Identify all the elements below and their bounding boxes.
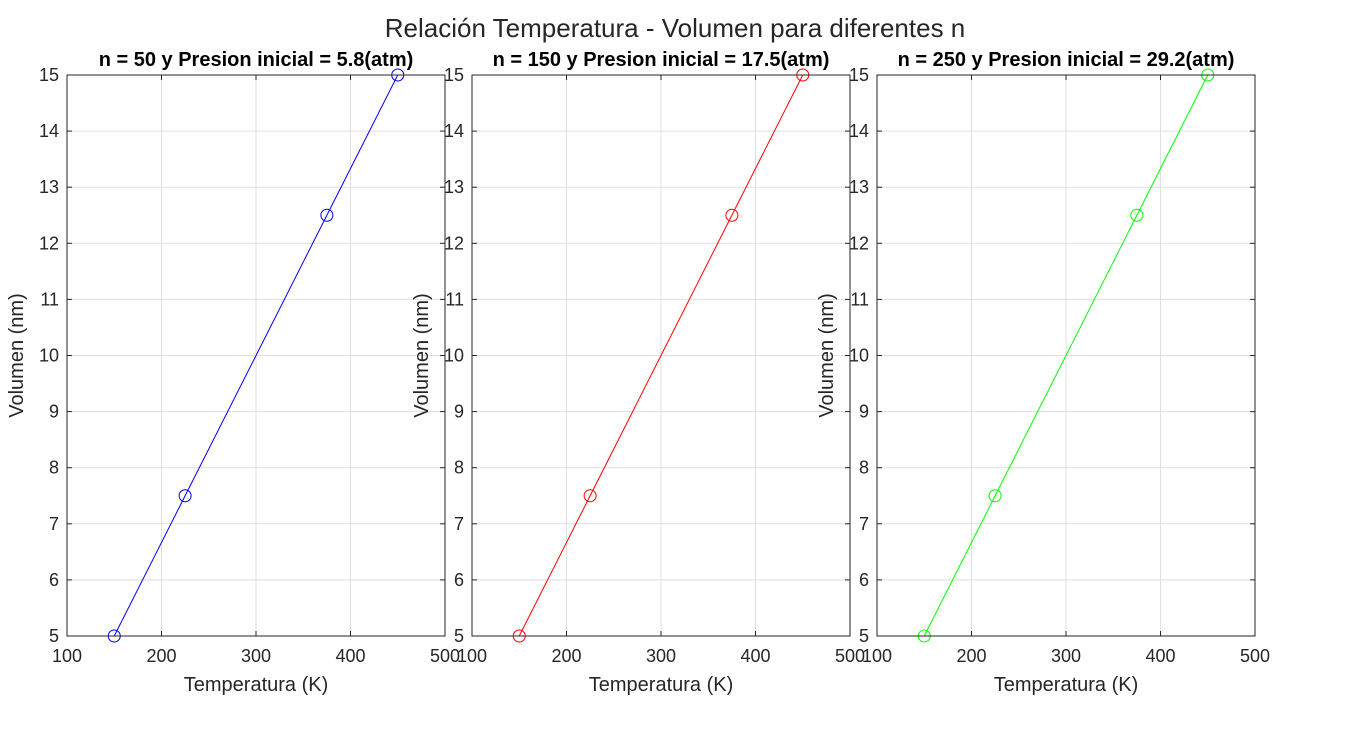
y-tick-label: 12 xyxy=(39,233,59,253)
figure-title: Relación Temperatura - Volumen para dife… xyxy=(385,13,966,43)
y-tick-label: 5 xyxy=(859,626,869,646)
data-point xyxy=(1130,208,1144,222)
y-tick-label: 15 xyxy=(849,65,869,85)
y-tick-label: 11 xyxy=(850,289,869,309)
y-axis-label: Volumen (nm) xyxy=(411,293,433,418)
y-tick-label: 8 xyxy=(454,458,464,478)
y-tick-label: 6 xyxy=(454,570,464,590)
subplot-1: 100 200 300 400 500 5 6 7 8 9 10 11 12 13 14 15 n = 50 y… xyxy=(6,49,460,696)
y-tick-label: 13 xyxy=(849,177,869,197)
x-axis-label: Temperatura (K) xyxy=(589,674,734,696)
data-point xyxy=(988,489,1002,503)
y-tick-label: 12 xyxy=(444,233,464,253)
y-tick-label: 11 xyxy=(40,289,59,309)
x-axis-label: Temperatura (K) xyxy=(184,674,329,696)
y-axis-label: Volumen (nm) xyxy=(6,293,28,418)
x-tick-label: 300 xyxy=(241,646,271,666)
axes-box xyxy=(471,74,851,637)
y-tick-label: 9 xyxy=(454,402,464,422)
y-tick-label: 5 xyxy=(49,626,59,646)
y-tick-label: 15 xyxy=(39,65,59,85)
subplot-title: n = 250 y Presion inicial = 29.2(atm) xyxy=(898,49,1235,71)
subplot-title: n = 150 y Presion inicial = 17.5(atm) xyxy=(493,49,830,71)
x-tick-label: 500 xyxy=(1240,646,1270,666)
x-tick-label: 200 xyxy=(146,646,176,666)
y-tick-label: 6 xyxy=(859,570,869,590)
series-line xyxy=(518,74,804,637)
data-point xyxy=(725,208,739,222)
y-tick-label: 10 xyxy=(849,346,869,366)
y-tick-label: 5 xyxy=(454,626,464,646)
y-tick-label: 10 xyxy=(444,346,464,366)
y-tick-label: 13 xyxy=(39,177,59,197)
data-point xyxy=(320,208,334,222)
y-axis-label: Volumen (nm) xyxy=(816,293,838,418)
series-line xyxy=(113,74,399,637)
x-tick-label: 500 xyxy=(430,646,460,666)
y-tick-label: 11 xyxy=(445,289,464,309)
y-tick-label: 14 xyxy=(444,121,464,141)
x-tick-label: 100 xyxy=(457,646,487,666)
data-point xyxy=(583,489,597,503)
y-tick-label: 6 xyxy=(49,570,59,590)
y-tick-label: 7 xyxy=(859,514,869,534)
x-tick-label: 500 xyxy=(835,646,865,666)
y-tick-label: 9 xyxy=(859,402,869,422)
y-tick-label: 8 xyxy=(49,458,59,478)
x-tick-label: 300 xyxy=(1051,646,1081,666)
y-tick-label: 10 xyxy=(39,346,59,366)
x-axis-label: Temperatura (K) xyxy=(994,674,1139,696)
x-tick-label: 400 xyxy=(1145,646,1175,666)
x-tick-label: 400 xyxy=(335,646,365,666)
y-tick-label: 7 xyxy=(49,514,59,534)
x-tick-label: 200 xyxy=(551,646,581,666)
subplot-title: n = 50 y Presion inicial = 5.8(atm) xyxy=(99,49,414,71)
y-tick-label: 12 xyxy=(849,233,869,253)
y-tick-label: 9 xyxy=(49,402,59,422)
axes-box xyxy=(66,74,446,637)
y-tick-label: 15 xyxy=(444,65,464,85)
x-tick-label: 200 xyxy=(956,646,986,666)
x-tick-label: 400 xyxy=(740,646,770,666)
x-tick-label: 100 xyxy=(862,646,892,666)
x-tick-label: 300 xyxy=(646,646,676,666)
y-tick-label: 13 xyxy=(444,177,464,197)
y-tick-label: 14 xyxy=(849,121,869,141)
axes-box xyxy=(876,74,1256,637)
data-point xyxy=(178,489,192,503)
series-line xyxy=(923,74,1209,637)
y-tick-label: 8 xyxy=(859,458,869,478)
y-tick-label: 7 xyxy=(454,514,464,534)
x-tick-label: 100 xyxy=(52,646,82,666)
y-tick-label: 14 xyxy=(39,121,59,141)
